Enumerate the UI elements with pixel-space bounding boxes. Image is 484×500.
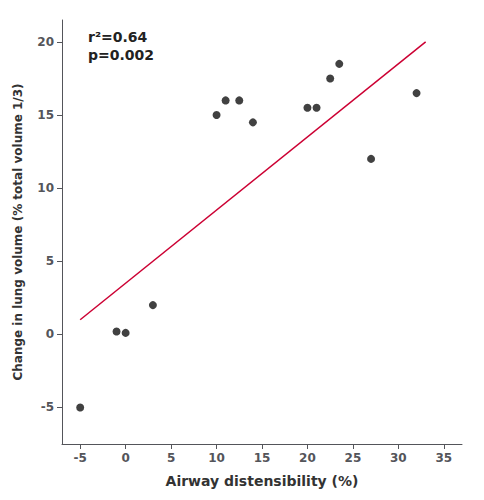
- svg-text:-5: -5: [41, 400, 54, 414]
- svg-text:5: 5: [46, 254, 54, 268]
- svg-text:5: 5: [167, 451, 175, 465]
- svg-text:35: 35: [435, 451, 452, 465]
- svg-text:-5: -5: [74, 451, 87, 465]
- svg-text:15: 15: [37, 108, 54, 122]
- svg-text:25: 25: [345, 451, 362, 465]
- svg-text:0: 0: [46, 327, 54, 341]
- svg-text:20: 20: [299, 451, 316, 465]
- svg-text:Airway distensibility (%): Airway distensibility (%): [166, 473, 359, 489]
- svg-text:10: 10: [208, 451, 225, 465]
- svg-text:30: 30: [390, 451, 407, 465]
- svg-text:p=0.002: p=0.002: [88, 47, 154, 63]
- svg-text:10: 10: [37, 181, 54, 195]
- svg-text:r²=0.64: r²=0.64: [88, 29, 148, 45]
- svg-text:Change in lung volume (% total: Change in lung volume (% total volume 1/…: [11, 83, 25, 380]
- svg-text:20: 20: [37, 35, 54, 49]
- svg-text:15: 15: [254, 451, 271, 465]
- svg-text:0: 0: [121, 451, 129, 465]
